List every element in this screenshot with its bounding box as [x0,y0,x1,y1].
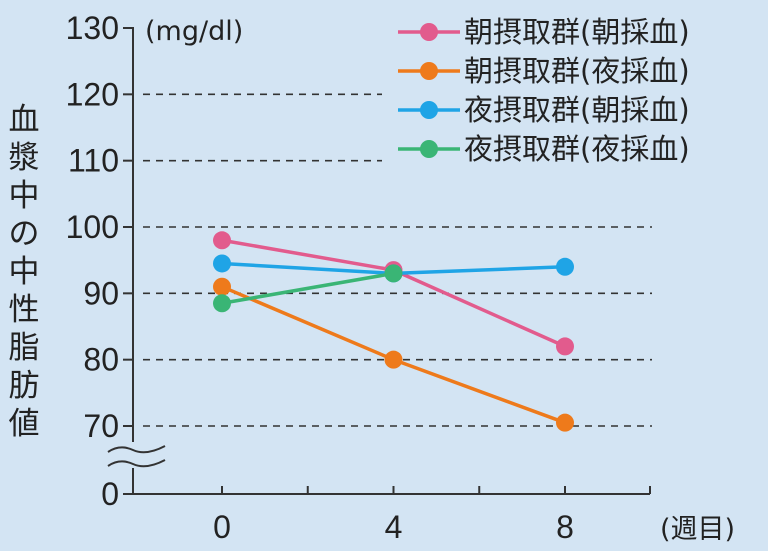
y-tick-label-110: 110 [68,143,119,179]
y-tick-label-130: 130 [66,10,119,46]
legend: 朝摂取群(朝採血) 朝摂取群(夜採血) 夜摂取群(朝採血) 夜摂取群(夜採血) [398,15,690,166]
series-1-point-8 [556,337,574,356]
y-tick-label-80: 80 [83,342,119,378]
y-axis-label-char: 中 [9,254,40,290]
axis-break-mark-top [107,445,166,454]
series-group [213,231,574,432]
y-tick-label-100: 100 [66,209,119,245]
x-axis-label: (週目) [660,514,735,545]
series-1-point-0 [213,231,231,250]
legend-marker-1 [420,23,438,41]
series-4-point-0 [213,294,231,313]
legend-label-2: 朝摂取群(夜採血) [464,54,690,88]
y-axis-label-char: 中 [9,178,40,214]
y-tick-label-70: 70 [83,408,119,444]
series-line-4 [221,271,394,306]
series-2-point-0 [213,277,231,296]
legend-marker-2 [420,62,438,80]
y-axis-label-char: 漿 [9,140,40,176]
series-2-point-4 [384,350,403,369]
series-3-point-0 [213,254,231,273]
tick-labels: 130 120 110 100 90 80 70 0 0 4 8 [66,10,574,545]
x-tick-label-4: 4 [385,509,403,545]
series-3-point-8 [556,257,574,276]
axes [107,27,651,495]
series-2-point-8 [556,413,574,432]
y-axis-label-char: 脂 [9,330,40,366]
y-tick-label-120: 120 [66,76,119,112]
y-axis-label-char: 値 [9,406,40,442]
unit-label: (mg/dl) [145,16,243,47]
y-axis-label-char: 肪 [9,368,40,404]
legend-marker-4 [420,140,438,158]
legend-label-1: 朝摂取群(朝採血) [464,15,690,49]
y-axis-label-char: の [9,216,40,252]
legend-marker-3 [420,101,438,119]
axis-break-mark-bottom [107,459,166,468]
legend-label-3: 夜摂取群(朝採血) [464,93,690,127]
y-axis-label-char: 血 [9,102,40,138]
series-4-point-4 [384,264,403,283]
x-tick-label-0: 0 [213,509,231,545]
y-axis-label-char: 性 [9,292,40,328]
legend-label-4: 夜摂取群(夜採血) [464,132,690,166]
y-tick-label-0: 0 [101,476,119,512]
x-tick-label-8: 8 [556,509,574,545]
y-tick-label-90: 90 [83,275,119,311]
